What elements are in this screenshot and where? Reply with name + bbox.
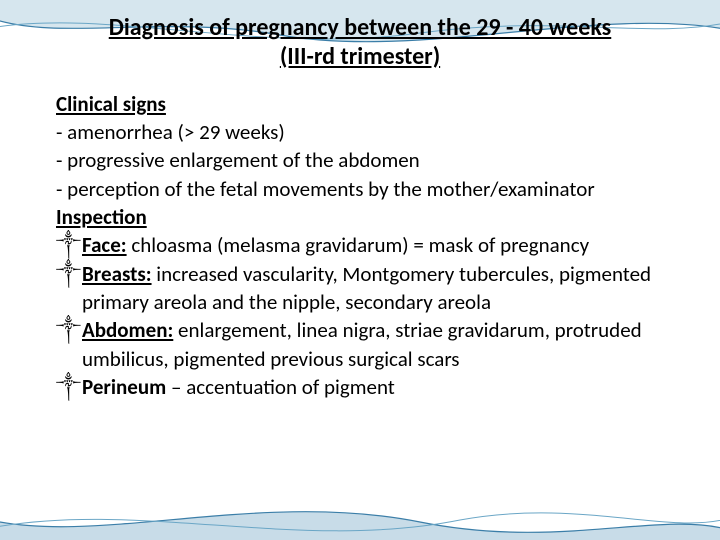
bullet-breasts: ༒ Breasts: increased vascularity, Montgo… xyxy=(56,260,670,317)
face-rest: chloasma (melasma gravidarum) = mask of … xyxy=(127,232,590,258)
bullet-abdomen: ༒ Abdomen: enlargement, linea nigra, str… xyxy=(56,316,670,373)
slide-content: Diagnosis of pregnancy between the 29 - … xyxy=(0,0,720,401)
bullet-icon: ༒ xyxy=(56,260,82,288)
title-line-1: Diagnosis of pregnancy between the 29 - … xyxy=(50,14,670,43)
breasts-lead: Breasts: xyxy=(82,261,152,287)
perineum-lead: Perineum xyxy=(82,374,166,400)
bullet-icon: ༒ xyxy=(56,373,82,401)
bullet-icon: ༒ xyxy=(56,231,82,259)
bullet-breasts-text: Breasts: increased vascularity, Montgome… xyxy=(82,260,670,317)
breasts-rest: increased vascularity, Montgomery tuberc… xyxy=(82,261,651,315)
clinical-sign-1: - amenorrhea (> 29 weeks) xyxy=(56,118,670,146)
bullet-face: ༒ Face: chloasma (melasma gravidarum) = … xyxy=(56,231,670,259)
bullet-perineum: ༒ Perineum – accentuation of pigment xyxy=(56,373,670,401)
perineum-rest: – accentuation of pigment xyxy=(166,374,395,400)
slide-title: Diagnosis of pregnancy between the 29 - … xyxy=(50,14,670,72)
bullet-face-text: Face: chloasma (melasma gravidarum) = ma… xyxy=(82,231,670,259)
clinical-sign-3: - perception of the fetal movements by t… xyxy=(56,175,670,203)
body-text: Clinical signs - amenorrhea (> 29 weeks)… xyxy=(50,90,670,402)
bullet-abdomen-text: Abdomen: enlargement, linea nigra, stria… xyxy=(82,316,670,373)
clinical-signs-heading: Clinical signs xyxy=(56,90,670,118)
inspection-heading: Inspection xyxy=(56,203,670,231)
abdomen-lead: Abdomen: xyxy=(82,317,173,343)
bullet-perineum-text: Perineum – accentuation of pigment xyxy=(82,373,670,401)
clinical-sign-2: - progressive enlargement of the abdomen xyxy=(56,146,670,174)
face-lead: Face: xyxy=(82,232,127,258)
bullet-icon: ༒ xyxy=(56,316,82,344)
title-line-2: (III-rd trimester) xyxy=(50,43,670,72)
